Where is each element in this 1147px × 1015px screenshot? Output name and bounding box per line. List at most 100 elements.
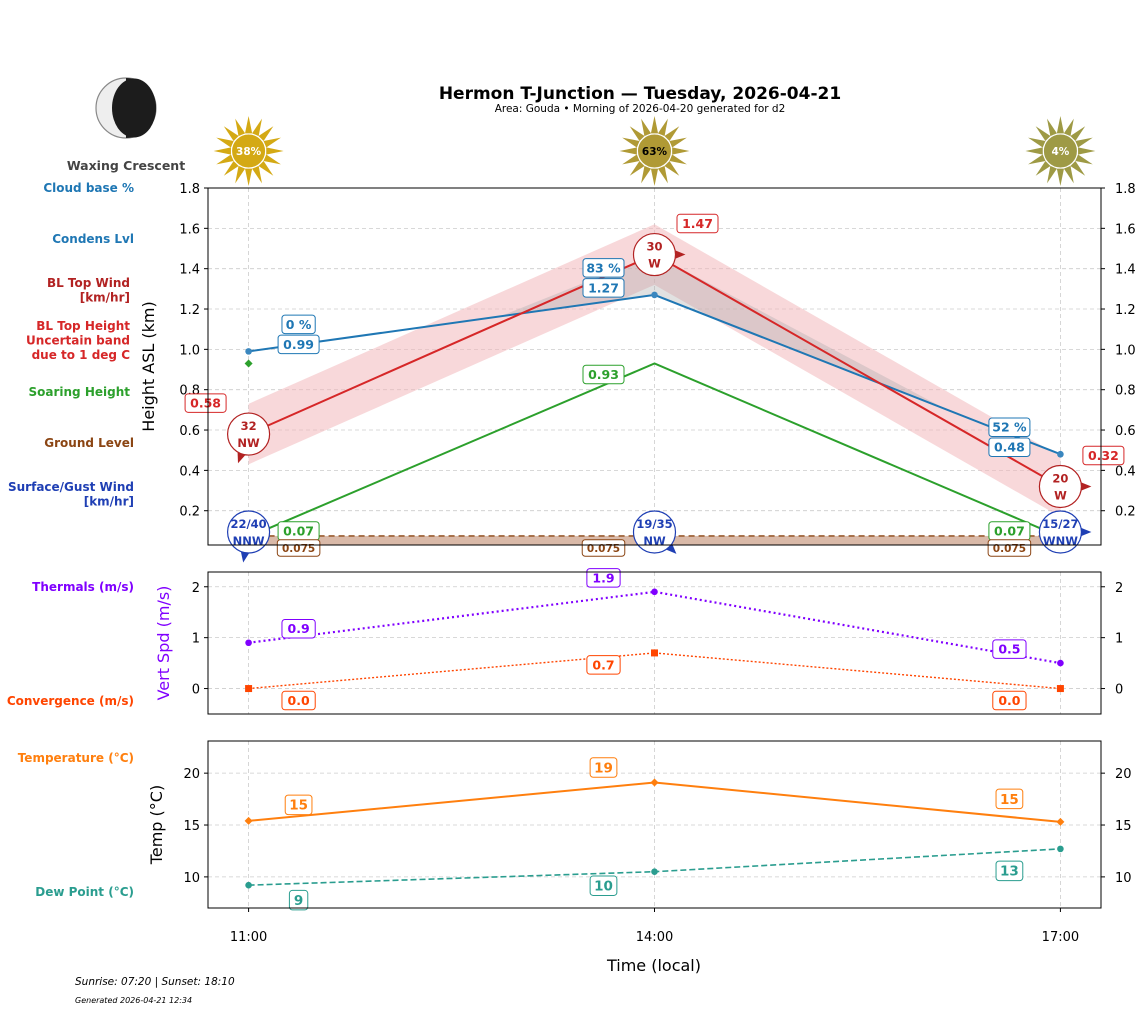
y-tick-label-right: 15 [1115, 819, 1132, 834]
sun-icon: 4% [1025, 116, 1096, 186]
surface-wind-marker-speed: 22/40 [230, 517, 266, 531]
surface-wind-marker-direction: NNW [233, 534, 265, 548]
sun-ray [1047, 165, 1057, 184]
x-axis-label: Time (local) [606, 956, 701, 975]
x-tick-label: 17:00 [1042, 930, 1079, 945]
temperature-label-box [589, 757, 618, 778]
bl-top-height-label-box [184, 393, 227, 413]
thermals-label-box [586, 568, 621, 588]
sun-ray [664, 126, 680, 142]
sun-disc [1042, 133, 1078, 169]
convergence-label-box [992, 690, 1027, 711]
temperature-label: 15 [289, 798, 308, 814]
sun-ray [245, 168, 253, 186]
sun-ray [1035, 126, 1051, 142]
dew-point-point [651, 868, 658, 875]
convergence-label-box [586, 655, 621, 675]
y-axis-label: Height ASL (km) [139, 301, 158, 431]
sun-ray [223, 160, 239, 176]
sun-ray [622, 137, 640, 148]
legend-label-soaring: Soaring Height [29, 385, 131, 399]
dew-point-label-box [589, 875, 618, 896]
dew-point-label: 10 [594, 879, 613, 895]
condens-level-point [1057, 450, 1064, 458]
soaring-height-label: 0.07 [994, 524, 1025, 539]
surface-wind-marker-circle [1038, 510, 1083, 554]
convergence-point [245, 685, 253, 693]
moon-waxing-crescent-icon [95, 77, 157, 139]
convergence-label: 0.0 [998, 693, 1020, 708]
chart-subtitle: Area: Gouda • Morning of 2026-04-20 gene… [495, 103, 786, 115]
sun-ray [619, 147, 637, 155]
soaring-height-label-box [582, 364, 625, 385]
legend-label-bl-height: due to 1 deg C [32, 348, 131, 362]
sun-ray [1025, 147, 1043, 155]
cloud-base-pct-label-box [281, 314, 316, 335]
cloud-base-pct-label-box [988, 417, 1031, 437]
bl-top-wind-marker-direction: NW [237, 436, 260, 450]
sun-ray [664, 160, 680, 176]
sun-ray [1056, 116, 1064, 134]
sun-ray [258, 160, 274, 176]
dew-point-label: 9 [294, 893, 303, 909]
y-tick-label: 1 [192, 632, 200, 647]
y-tick-label: 0.2 [179, 505, 200, 520]
panel-2: 0 0 1 1 2 2 Vert Spd (m/s) 0.9 1.9 0.5 0.0 0.7 0.0 [154, 568, 1123, 715]
y-tick-label: 0.6 [179, 424, 200, 439]
legend-label-condens: Condens Lvl [52, 232, 134, 246]
condens-level-label-box [988, 437, 1031, 457]
sun-ray [235, 165, 246, 184]
sun-ray [1047, 118, 1057, 137]
sun-ray [1028, 137, 1046, 148]
thermals-label-box [281, 618, 316, 639]
dew-point-label: 13 [1000, 864, 1019, 880]
y-tick-label-right: 0.6 [1115, 424, 1136, 439]
legend-label-bl-wind: [km/hr] [80, 291, 130, 305]
dew-point-label-box [288, 889, 309, 911]
ground-level-label: 0.075 [587, 543, 620, 555]
y-tick-label: 15 [183, 819, 200, 834]
sun-ray [1070, 126, 1086, 142]
sun-ray [622, 154, 640, 165]
moon-phase-label: Waxing Crescent [67, 158, 185, 173]
x-tick-label: 11:00 [230, 930, 267, 945]
surface-wind-marker-direction: NW [643, 534, 666, 548]
wind-arrow-icon [240, 552, 249, 563]
sun-icon: 63% [619, 116, 690, 186]
sun-ray [1075, 137, 1093, 148]
temperature-point [244, 816, 253, 825]
ground-level-label-box [581, 539, 626, 557]
sun-ray [641, 118, 652, 137]
surface-wind-marker-speed: 19/35 [636, 517, 672, 531]
legend-label-convergence: Convergence (m/s) [7, 694, 134, 708]
convergence-point [651, 649, 658, 657]
y-tick-label-right: 0.4 [1115, 464, 1136, 479]
bl-top-height-label: 0.58 [190, 396, 221, 411]
y-tick-label-right: 0.8 [1115, 384, 1136, 399]
cloud-base-pct-label: 52 % [992, 420, 1027, 435]
bl-top-height-label-box [676, 213, 719, 234]
cloud-base-pct-label: 0 % [286, 317, 312, 332]
thermals-label: 0.9 [288, 621, 310, 636]
sun-ray [1028, 154, 1046, 165]
sun-percent-label: 38% [236, 146, 262, 158]
sun-ray [641, 165, 652, 184]
surface-wind-marker-circle [226, 510, 271, 554]
legend-label-dew-point: Dew Point (°C) [35, 885, 134, 899]
temperature-point [650, 778, 659, 787]
sun-ray [1035, 160, 1051, 176]
y-tick-label: 20 [183, 767, 200, 782]
sun-ray [657, 118, 668, 137]
sun-ray [672, 147, 690, 155]
sun-ray [1063, 118, 1074, 137]
temperature-label-box [284, 794, 313, 816]
y-tick-label-right: 2 [1115, 581, 1123, 596]
ground-level-label-box [276, 539, 321, 557]
sun-ray [1075, 154, 1093, 165]
wind-arrow-icon [1081, 527, 1092, 537]
bl-top-wind-marker-speed: 32 [241, 419, 257, 433]
bl-top-height-label: 0.32 [1088, 448, 1119, 463]
generated-timestamp: Generated 2026-04-21 12:34 [75, 996, 192, 1005]
sun-ray [213, 147, 231, 155]
